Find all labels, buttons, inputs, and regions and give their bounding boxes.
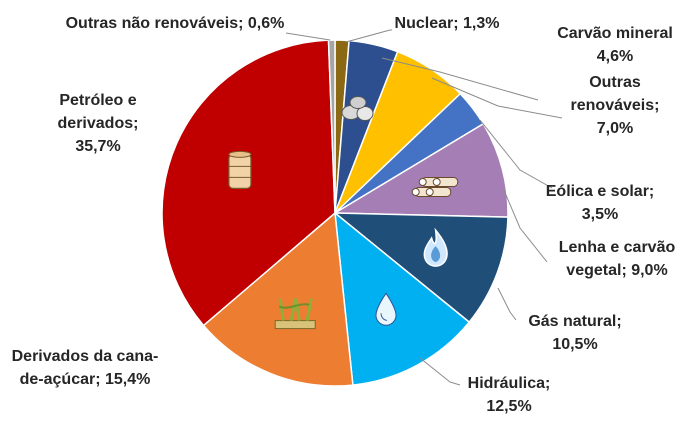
sugarcane-icon: [274, 298, 316, 330]
firewood-icon: [411, 177, 459, 197]
data-label-derivados-da-cana-de-acucar: Derivados da cana-de-açúcar; 15,4%: [12, 348, 159, 388]
leader-line-eolica-e-solar: [479, 119, 553, 189]
leader-line-hidraulica: [419, 357, 461, 386]
data-label-line: Petróleo e: [59, 92, 136, 109]
oil-barrel-icon: [228, 150, 252, 189]
data-label-line: vegetal; 9,0%: [566, 262, 667, 279]
data-label-line: Gás natural;: [528, 313, 621, 330]
data-label-lenha-e-carvao-vegetal: Lenha e carvão vegetal; 9,0%: [559, 239, 676, 279]
data-label-eolica-e-solar: Eólica e solar; 3,5%: [546, 183, 655, 223]
data-label-line: de-açúcar; 15,4%: [20, 371, 151, 388]
slice-labels: Nuclear; 1,3% Carvão mineral 4,6% Outras ren…: [12, 15, 676, 415]
data-label-line: 3,5%: [582, 206, 618, 223]
data-label-line: renováveis;: [571, 97, 660, 114]
leader-line-outras-nao-renovaveis: [285, 32, 331, 41]
data-label-line: Outras não renováveis; 0,6%: [66, 15, 285, 32]
slice-icons: [228, 96, 459, 330]
leader-lines: [285, 29, 563, 386]
leader-line-outras-renovaveis: [431, 77, 563, 119]
data-label-line: Lenha e carvão: [559, 239, 676, 256]
leader-line-nuclear: [345, 29, 392, 43]
pie-slice-gas-natural: [332, 212, 509, 324]
data-label-line: derivados;: [58, 115, 139, 132]
water-drop-icon: [375, 292, 397, 326]
data-label-nuclear: Nuclear; 1,3%: [395, 15, 500, 32]
data-label-petroleo-e-derivados: Petróleo e derivados; 35,7%: [58, 92, 139, 155]
data-label-carvao-mineral: Carvão mineral 4,6%: [557, 25, 673, 65]
data-label-line: 35,7%: [75, 138, 120, 155]
pie-slice-hidraulica: [334, 211, 471, 386]
pie-slices: [161, 39, 509, 387]
leader-line-carvao-mineral: [381, 57, 539, 101]
flame-icon: [423, 227, 448, 267]
data-label-line: Hidráulica;: [468, 375, 551, 392]
data-label-line: Nuclear; 1,3%: [395, 15, 500, 32]
pie-slice-derivados-da-cana-de-acucar: [202, 211, 354, 387]
data-label-outras-renovaveis: Outras renováveis; 7,0%: [571, 74, 660, 137]
data-label-line: 4,6%: [597, 48, 633, 65]
data-label-line: Eólica e solar;: [546, 183, 655, 200]
coal-icon: [341, 96, 374, 121]
data-label-gas-natural: Gás natural; 10,5%: [528, 313, 621, 353]
data-label-outras-nao-renovaveis: Outras não renováveis; 0,6%: [66, 15, 285, 32]
data-label-line: 7,0%: [597, 120, 633, 137]
data-label-line: 12,5%: [486, 398, 531, 415]
leader-line-lenha-e-carvao-vegetal: [502, 187, 548, 263]
data-label-hidraulica: Hidráulica; 12,5%: [468, 375, 551, 415]
leader-line-gas-natural: [497, 287, 517, 321]
data-label-line: Carvão mineral: [557, 25, 673, 42]
data-label-line: Derivados da cana-: [12, 348, 159, 365]
data-label-line: 10,5%: [552, 336, 597, 353]
data-label-line: Outras: [589, 74, 641, 91]
